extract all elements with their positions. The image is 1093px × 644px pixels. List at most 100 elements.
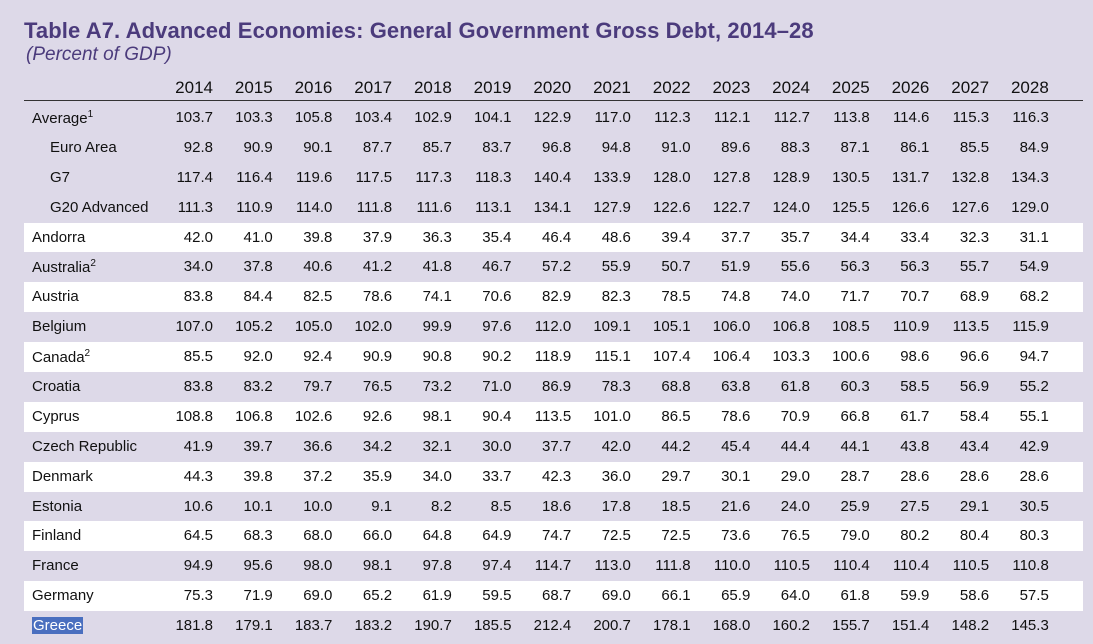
table-row: Estonia 10.6 10.1 10.0 9.1 8.2 8.5 18.6 17.8 18.5… bbox=[24, 492, 1083, 522]
table-cell: 41.9 bbox=[183, 437, 213, 455]
table-row: Average1 103.7 103.3 105.8 103.4 102.9 104.1 12… bbox=[24, 103, 1083, 133]
table-cell: 18.5 bbox=[661, 497, 691, 515]
row-label-text: Australia bbox=[32, 259, 91, 277]
table-cell: 73.6 bbox=[721, 527, 751, 545]
table-cell: 92.6 bbox=[362, 407, 393, 425]
row-label[interactable]: G20 Advanced bbox=[50, 199, 148, 216]
row-label[interactable]: Czech Republic bbox=[32, 438, 137, 455]
table-row: Greece 181.8 179.1 183.7 183.2 190.7 185.5 212.… bbox=[24, 611, 1083, 641]
table-cell: 70.6 bbox=[482, 288, 512, 306]
row-label[interactable]: France bbox=[32, 557, 79, 574]
table-cell: 86.5 bbox=[661, 407, 691, 425]
row-label[interactable]: Average1 bbox=[32, 109, 93, 127]
row-label[interactable]: Euro Area bbox=[50, 139, 117, 156]
table-cell: 98.6 bbox=[900, 348, 930, 366]
table-cell: 31.1 bbox=[1019, 228, 1049, 246]
table-cell: 57.5 bbox=[1019, 587, 1049, 605]
row-label[interactable]: Austria bbox=[32, 288, 79, 305]
row-label[interactable]: Germany bbox=[32, 587, 94, 604]
table-cell: 36.6 bbox=[303, 437, 333, 455]
row-label[interactable]: Cyprus bbox=[32, 408, 80, 425]
table-cell: 42.0 bbox=[601, 437, 631, 455]
row-label-text: Germany bbox=[32, 587, 94, 605]
row-label-text: Greece bbox=[32, 617, 84, 635]
table-cell: 115.9 bbox=[1012, 318, 1049, 336]
table-cell: 60.3 bbox=[840, 378, 870, 396]
table-cell: 74.7 bbox=[541, 527, 572, 545]
table-cell: 9.1 bbox=[371, 497, 393, 515]
table-cell: 87.1 bbox=[840, 138, 870, 156]
table-cell: 68.3 bbox=[243, 527, 273, 545]
row-label-text: France bbox=[32, 557, 79, 575]
table-cell: 151.4 bbox=[891, 617, 930, 635]
table-cell: 70.9 bbox=[780, 407, 810, 425]
table-cell: 102.0 bbox=[354, 318, 393, 336]
table-cell: 64.8 bbox=[422, 527, 452, 545]
table-cell: 41.8 bbox=[422, 258, 452, 276]
table-cell: 68.0 bbox=[303, 527, 333, 545]
table-cell: 48.6 bbox=[601, 228, 631, 246]
row-label[interactable]: Denmark bbox=[32, 468, 93, 485]
year-header-2015: 2015 bbox=[234, 78, 273, 97]
table-cell: 55.1 bbox=[1019, 407, 1049, 425]
table-row: Denmark 44.3 39.8 37.2 35.9 34.0 33.7 42.3 36.0 2… bbox=[24, 461, 1083, 492]
year-header-2025: 2025 bbox=[831, 78, 870, 97]
footnote-marker: 2 bbox=[90, 258, 96, 270]
table-cell: 39.8 bbox=[303, 228, 333, 246]
table-cell: 42.3 bbox=[541, 467, 572, 485]
table-cell: 110.8 bbox=[1012, 557, 1049, 575]
table-cell: 88.3 bbox=[780, 138, 810, 156]
table-cell: 21.6 bbox=[721, 497, 751, 515]
table-cell: 59.9 bbox=[900, 587, 930, 605]
table-cell: 80.3 bbox=[1019, 527, 1049, 545]
table-cell: 68.8 bbox=[661, 378, 691, 396]
table-cell: 96.6 bbox=[959, 348, 990, 366]
table-cell: 96.8 bbox=[541, 138, 572, 156]
row-label[interactable]: Estonia bbox=[32, 498, 82, 515]
table-cell: 29.1 bbox=[959, 497, 990, 515]
row-label[interactable]: Finland bbox=[32, 527, 81, 544]
year-header-row: 2014 2015 2016 2017 2018 2019 2020 2021 2022 2023… bbox=[24, 74, 1083, 101]
table-cell: 85.5 bbox=[183, 348, 213, 366]
table-cell: 63.8 bbox=[721, 378, 751, 396]
table-cell: 56.9 bbox=[959, 378, 990, 396]
table-cell: 55.9 bbox=[601, 258, 631, 276]
table-cell: 122.7 bbox=[712, 198, 751, 216]
table-body: Average1 103.7 103.3 105.8 103.4 102.9 104.1 12… bbox=[24, 103, 1083, 641]
table-cell: 92.8 bbox=[183, 138, 213, 156]
row-label[interactable]: Andorra bbox=[32, 229, 85, 246]
table-cell: 64.5 bbox=[183, 527, 213, 545]
table-cell: 64.0 bbox=[780, 587, 810, 605]
table-cell: 37.2 bbox=[303, 467, 333, 485]
table-cell: 100.6 bbox=[832, 348, 870, 366]
table-cell: 115.1 bbox=[594, 348, 631, 366]
table-cell: 116.3 bbox=[1012, 109, 1049, 126]
table-cell: 40.6 bbox=[303, 258, 333, 276]
table-cell: 45.4 bbox=[721, 437, 751, 455]
table-cell: 56.3 bbox=[900, 258, 930, 276]
table-cell: 86.1 bbox=[900, 138, 930, 156]
row-label[interactable]: Canada2 bbox=[32, 348, 90, 366]
row-label[interactable]: Australia2 bbox=[32, 258, 96, 276]
table-cell: 42.9 bbox=[1019, 437, 1049, 455]
table-cell: 106.4 bbox=[712, 348, 751, 366]
table-cell: 43.4 bbox=[959, 437, 990, 455]
table-cell: 183.2 bbox=[354, 617, 393, 635]
table-cell: 105.1 bbox=[653, 318, 691, 336]
table-cell: 44.1 bbox=[840, 437, 870, 455]
table-cell: 97.8 bbox=[422, 557, 452, 575]
table-cell: 99.9 bbox=[422, 318, 452, 336]
table-cell: 111.8 bbox=[655, 557, 691, 575]
table-cell: 10.6 bbox=[183, 497, 213, 515]
table-cell: 86.9 bbox=[541, 378, 572, 396]
row-label[interactable]: G7 bbox=[50, 169, 70, 186]
row-label[interactable]: Croatia bbox=[32, 378, 80, 395]
row-label[interactable]: Belgium bbox=[32, 318, 86, 335]
table-cell: 108.5 bbox=[832, 318, 870, 336]
year-header-2024: 2024 bbox=[772, 78, 810, 97]
row-label[interactable]: Greece bbox=[32, 617, 84, 635]
table-cell: 112.0 bbox=[534, 318, 572, 336]
table-cell: 103.3 bbox=[772, 348, 810, 366]
table-cell: 200.7 bbox=[593, 617, 631, 635]
table-cell: 113.0 bbox=[594, 557, 631, 575]
